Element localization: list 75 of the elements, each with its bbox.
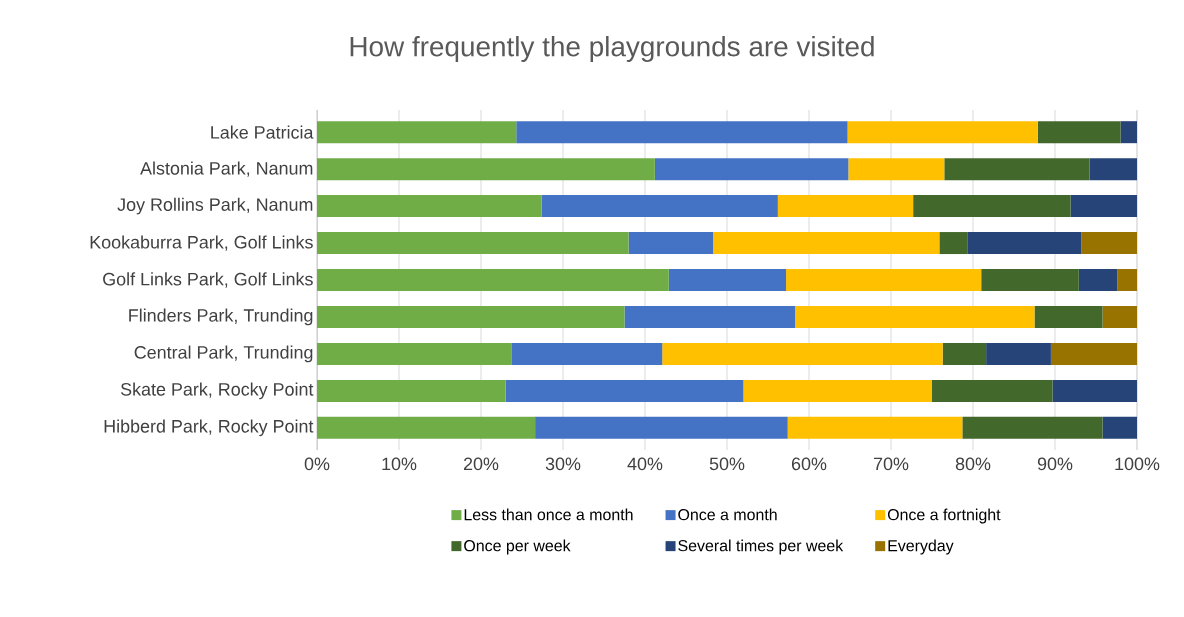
bar [317,269,669,291]
x-tick-label: 60% [791,457,827,471]
bar [942,342,987,365]
x-tick-label: 70% [873,457,909,471]
bar [317,305,625,328]
y-tick-label: Lake Patricia [211,125,314,139]
bar [1089,158,1138,181]
y-tick-label: Flinders Park, Trunding [129,308,313,326]
y-tick-label: Kookaburra Park, Golf Links [90,235,313,251]
x-tick-label: 30% [545,457,581,471]
y-tick-label: Alstonia Park, Nanum [140,161,313,177]
legend-label: Once a fortnight [887,508,1001,524]
bar [787,416,963,439]
legend-label: Several times per week [678,539,844,555]
bar [628,232,714,255]
bar [662,342,943,365]
bar [913,195,1071,218]
bar [541,195,778,218]
bar [668,269,787,291]
bar [1052,379,1138,402]
x-tick-label: 80% [955,457,991,471]
bar [1081,232,1138,255]
bar [981,269,1079,291]
bar [1102,305,1138,328]
y-tick-label: Hibberd Park, Rocky Point [104,419,314,437]
x-tick-label: 50% [709,457,745,471]
bar [317,416,536,439]
bar [317,158,655,181]
bar [743,379,933,402]
bar [511,342,663,365]
bar [317,195,542,218]
bar [516,121,848,144]
bar [317,342,512,365]
legend-label: Everyday [888,539,954,555]
bar [1102,416,1138,439]
bar [1050,342,1138,365]
y-tick-label: Skate Park, Rocky Point [120,382,314,400]
bar [713,232,940,255]
bar [1037,121,1121,144]
bar [535,416,788,439]
bar [624,305,796,328]
bar [777,195,914,218]
bar [848,158,945,181]
bar [317,121,517,144]
bar [986,342,1051,365]
bar [1120,121,1138,144]
x-tick-label: 20% [463,457,499,471]
x-tick-label: 100% [1115,457,1160,471]
bar [1070,195,1138,218]
legend-label: Once per week [464,539,571,555]
bar [654,158,849,181]
bar [967,232,1082,255]
legend-label: Once a month [678,508,777,521]
x-tick-label: 0% [304,457,330,471]
chart-title: How frequently the playgrounds are visited [350,36,874,62]
bar [1117,269,1138,291]
y-tick-label: Central Park, Trunding [134,345,313,363]
legend-label: Less than once a month [464,508,633,521]
x-tick-label: 10% [382,457,417,471]
bar [317,232,629,255]
y-tick-label: Joy Rollins Park, Nanum [117,197,313,215]
x-tick-label: 40% [627,457,663,471]
bar [1078,269,1118,291]
x-tick-label: 90% [1037,457,1073,471]
bar [1034,305,1103,328]
bar [317,379,506,402]
bar [944,158,1090,181]
bar [786,269,982,291]
bar [795,305,1035,328]
bar [939,232,968,255]
bar [932,379,1053,402]
bar [505,379,744,402]
bar [847,121,1038,144]
bar [962,416,1103,439]
y-tick-label: Golf Links Park, Golf Links [103,272,313,288]
